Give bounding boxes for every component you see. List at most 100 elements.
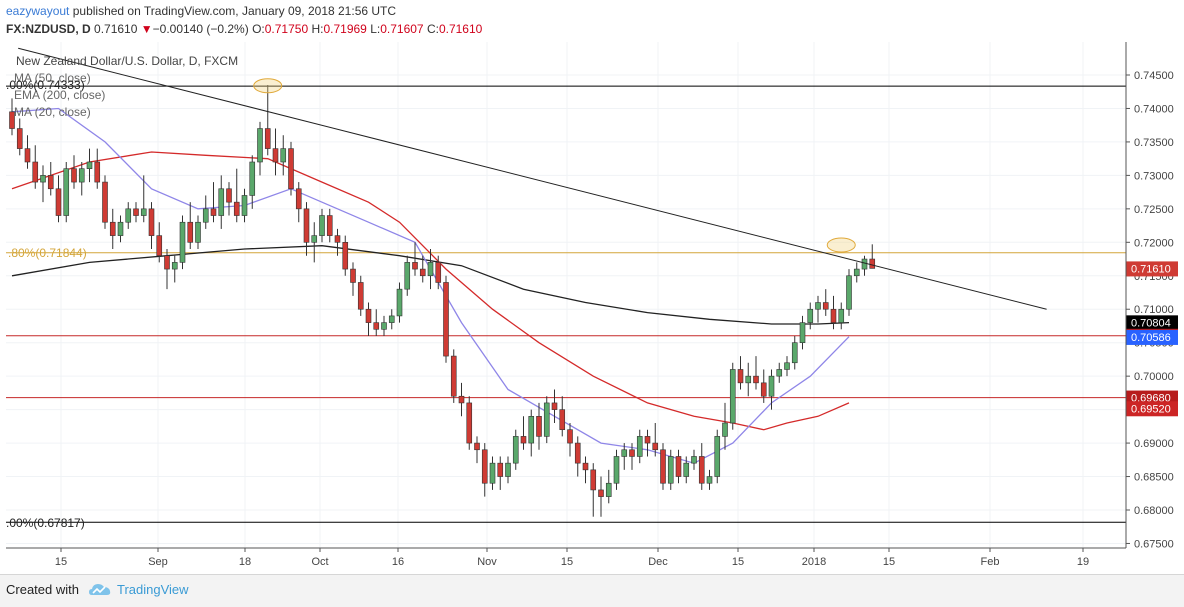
candle <box>388 309 395 330</box>
candle <box>636 429 643 464</box>
candle-body <box>551 402 558 410</box>
price-tick-label: 0.72000 <box>1134 237 1174 249</box>
candle-body <box>272 148 279 163</box>
candle <box>799 315 806 350</box>
candle <box>598 476 604 517</box>
candle <box>257 121 263 176</box>
candle <box>729 362 736 430</box>
candle-body <box>342 242 349 270</box>
candle-body <box>559 409 566 430</box>
candle <box>621 443 628 470</box>
candle <box>613 449 620 490</box>
candle <box>722 402 728 450</box>
candle-body <box>71 168 77 183</box>
candle <box>264 85 271 156</box>
candle <box>574 436 581 477</box>
price-marker-label: 0.69520 <box>1131 403 1171 415</box>
candle <box>582 456 589 484</box>
candle-body <box>706 476 713 484</box>
highlight-ellipse <box>253 78 283 94</box>
candle <box>660 443 666 490</box>
candle <box>295 182 302 223</box>
candle-body <box>125 208 132 223</box>
candle-body <box>94 161 101 183</box>
candle-body <box>815 302 821 310</box>
candle-body <box>249 161 256 196</box>
time-tick-label: Feb <box>981 556 1000 568</box>
open-label: O: <box>252 22 265 36</box>
candle-body <box>179 221 186 263</box>
candle-body <box>187 221 194 243</box>
candle <box>466 396 473 450</box>
candle-body <box>24 148 31 163</box>
candle <box>815 295 821 323</box>
candle-body <box>691 456 697 464</box>
candle-body <box>40 175 46 183</box>
price-axis[interactable]: 0.74500 0.74000 0.73500 0.73000 0.72500 0.720… <box>1126 70 1178 550</box>
candle-body <box>288 148 294 190</box>
candle <box>133 202 139 223</box>
candle-body <box>861 258 868 270</box>
candle-body <box>78 168 85 183</box>
candle <box>272 128 279 176</box>
fib-bottom-label: .00%(0.67817) <box>6 516 85 530</box>
high-label: H: <box>311 22 324 36</box>
candle <box>396 282 403 323</box>
candle <box>102 175 108 229</box>
price-marker-bg <box>1126 329 1178 345</box>
candle-body <box>427 262 434 277</box>
candle <box>171 255 178 283</box>
candle-body <box>334 235 341 243</box>
candle-body <box>443 282 449 357</box>
time-tick-label: 19 <box>1077 556 1089 568</box>
candle-body <box>667 456 674 484</box>
candle-body <box>319 215 325 236</box>
price-change: −0.00140 (−0.2%) <box>152 22 249 36</box>
time-axis[interactable]: 15 Sep 18 Oct 16 Nov 15 Dec 15 2018 15 Feb 19 <box>55 548 1089 568</box>
price-tick-label: 0.74000 <box>1134 103 1174 115</box>
candle <box>280 135 287 176</box>
candle-body <box>644 436 651 444</box>
price-tick-label: 0.69000 <box>1134 438 1174 450</box>
candle <box>427 249 434 290</box>
low-label: L: <box>370 22 381 36</box>
candle-body <box>505 462 511 477</box>
candle-body <box>32 161 39 183</box>
price-marker-bg <box>1126 315 1178 331</box>
candle-body <box>373 322 380 330</box>
tradingview-link[interactable]: TradingView <box>117 582 189 597</box>
candle <box>350 262 356 296</box>
candle <box>311 222 318 263</box>
grid-layer <box>6 42 1126 548</box>
candle <box>675 449 682 484</box>
candle-body <box>629 449 635 457</box>
candle <box>629 443 635 470</box>
legend-ma20: MA (20, close) <box>14 105 91 119</box>
legend-ma50: MA (50, close) <box>14 71 91 85</box>
candle <box>24 135 31 169</box>
candle-body <box>9 111 15 129</box>
candle-body <box>799 322 806 343</box>
candle <box>32 145 39 189</box>
candle <box>78 162 85 196</box>
candle <box>71 155 77 189</box>
candle <box>698 443 705 490</box>
candle <box>334 228 341 256</box>
candle-body <box>412 262 418 270</box>
candle <box>559 396 566 437</box>
candle <box>791 336 798 370</box>
time-tick-label: 15 <box>732 556 744 568</box>
candle-body <box>171 262 178 270</box>
published-text: published on TradingView.com, January 09… <box>72 4 397 18</box>
candle-body <box>489 462 496 484</box>
legend-ema200: EMA (200, close) <box>14 88 105 102</box>
candle <box>869 244 876 269</box>
candle-body <box>838 308 845 323</box>
candle-body <box>388 315 395 323</box>
candle <box>683 456 690 484</box>
price-tick-label: 0.67500 <box>1134 538 1174 550</box>
price-chart[interactable]: New Zealand Dollar/U.S. Dollar, D, FXCM … <box>0 42 1184 574</box>
price-tick-label: 0.74500 <box>1134 70 1174 82</box>
author-name[interactable]: eazywayout <box>6 4 70 18</box>
open-value: 0.71750 <box>264 22 309 36</box>
